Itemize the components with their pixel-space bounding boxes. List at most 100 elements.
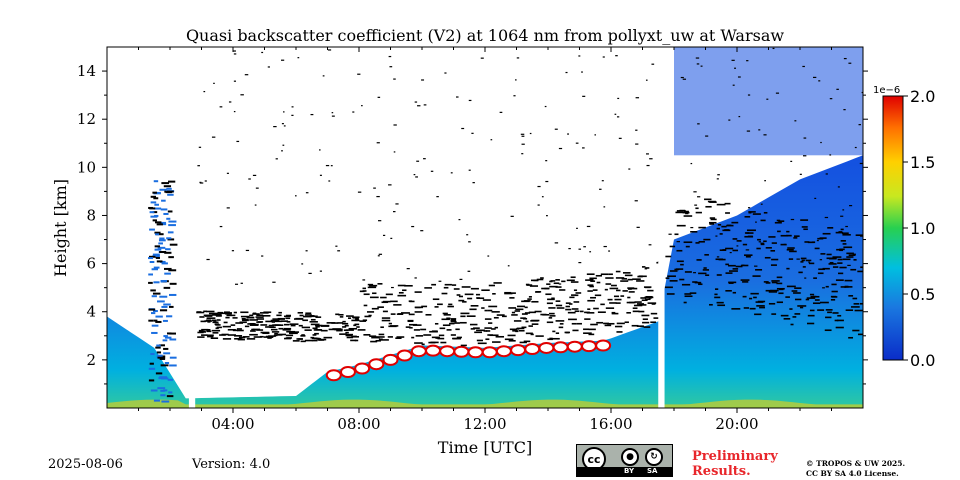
cloud-streak bbox=[511, 314, 518, 316]
cloud-streak bbox=[812, 302, 821, 305]
cloud-streak bbox=[760, 242, 765, 245]
cloud-streak bbox=[801, 226, 808, 228]
cloud-streak bbox=[744, 215, 751, 218]
cloud-streak bbox=[676, 249, 683, 252]
cloud-streak bbox=[643, 326, 651, 328]
noise-dot bbox=[388, 184, 392, 186]
cloud-streak bbox=[222, 325, 231, 328]
cloud-streak bbox=[608, 273, 613, 276]
cloud-streak bbox=[584, 318, 591, 320]
bl-top-feature bbox=[325, 369, 342, 382]
cloud-streak bbox=[768, 236, 776, 238]
cloud-streak bbox=[310, 336, 315, 339]
cloud-streak bbox=[352, 316, 357, 319]
y-tick-label: 2 bbox=[86, 351, 96, 369]
cloud-streak bbox=[216, 326, 222, 329]
early-column-streak bbox=[148, 257, 154, 260]
cloud-streak bbox=[550, 280, 556, 282]
cloud-streak bbox=[227, 328, 236, 331]
cloud-streak bbox=[429, 330, 438, 333]
noise-dot bbox=[430, 170, 434, 172]
noise-dot bbox=[295, 195, 297, 197]
cloud-streak bbox=[842, 243, 847, 245]
cloud-streak bbox=[225, 316, 230, 319]
cloud-streak bbox=[217, 311, 224, 314]
cloud-streak bbox=[446, 329, 452, 331]
cloud-streak bbox=[592, 289, 598, 291]
noise-dot bbox=[602, 56, 605, 58]
cloud-streak bbox=[729, 270, 738, 272]
cloud-streak bbox=[434, 322, 439, 325]
noise-dot bbox=[693, 272, 696, 274]
cloud-streak bbox=[553, 282, 560, 285]
noise-dot bbox=[554, 242, 559, 244]
cloud-streak bbox=[794, 298, 802, 301]
cloud-streak bbox=[822, 267, 830, 270]
noise-dot bbox=[814, 197, 817, 200]
noise-dot bbox=[648, 244, 652, 246]
noise-dot bbox=[836, 88, 839, 90]
cloud-streak bbox=[274, 324, 279, 326]
early-column-streak bbox=[158, 242, 163, 245]
cloud-streak bbox=[270, 328, 278, 331]
cloud-streak bbox=[262, 332, 269, 335]
early-column-streak bbox=[152, 219, 157, 222]
cloud-streak bbox=[402, 289, 407, 292]
cloud-streak bbox=[813, 277, 817, 279]
cloud-streak bbox=[812, 241, 816, 243]
early-column-streak bbox=[151, 295, 157, 298]
cloud-streak bbox=[476, 297, 485, 300]
cloud-streak bbox=[232, 329, 238, 332]
noise-dot bbox=[245, 249, 250, 252]
cloud-streak bbox=[774, 221, 782, 224]
cloud-streak bbox=[675, 211, 684, 214]
cloud-streak bbox=[808, 262, 815, 265]
cloud-streak bbox=[664, 286, 673, 289]
cloud-streak bbox=[645, 267, 650, 269]
cloud-streak bbox=[852, 329, 860, 332]
cloud-streak bbox=[709, 217, 716, 219]
cloud-streak bbox=[750, 292, 759, 295]
cloud-streak bbox=[860, 302, 863, 305]
cloud-streak bbox=[476, 329, 486, 332]
cloud-streak bbox=[369, 296, 379, 299]
noise-dot bbox=[847, 246, 850, 248]
cloud-streak bbox=[624, 321, 629, 324]
cloud-streak bbox=[219, 334, 226, 336]
noise-dot bbox=[646, 153, 649, 155]
cloud-streak bbox=[364, 315, 371, 318]
cloud-streak bbox=[326, 322, 336, 324]
cloud-streak bbox=[524, 306, 528, 309]
cloud-streak bbox=[206, 334, 214, 337]
x-axis: 04:00 08:00 12:00 16:00 20:00 bbox=[138, 47, 832, 433]
cloud-streak bbox=[225, 312, 233, 314]
cloud-streak bbox=[295, 317, 304, 320]
cloud-streak bbox=[743, 307, 750, 309]
cloud-streak bbox=[302, 319, 308, 322]
cloud-streak bbox=[597, 311, 606, 314]
attribution-icon: ● bbox=[621, 448, 639, 466]
early-column-streak bbox=[159, 295, 168, 298]
y-tick-label: 12 bbox=[77, 110, 96, 128]
noise-dot bbox=[468, 169, 471, 171]
cloud-streak bbox=[476, 339, 483, 342]
cloud-streak bbox=[461, 286, 471, 288]
cloud-streak bbox=[600, 273, 609, 276]
cloud-streak bbox=[533, 279, 538, 282]
noise-dot bbox=[840, 215, 844, 217]
cloud-streak bbox=[742, 281, 749, 283]
early-column-streak bbox=[169, 364, 177, 367]
early-column-streak bbox=[167, 238, 175, 241]
cloud-streak bbox=[377, 306, 384, 308]
bl-top-feature bbox=[453, 345, 470, 358]
noise-dot bbox=[603, 206, 606, 208]
bl-top-feature bbox=[595, 339, 612, 352]
cloud-streak bbox=[215, 327, 219, 330]
cloud-streak bbox=[724, 229, 730, 231]
cloud-streak bbox=[420, 328, 427, 331]
cloud-streak bbox=[414, 311, 423, 313]
cloud-streak bbox=[760, 243, 765, 246]
noise-dot bbox=[414, 101, 418, 103]
cloud-streak bbox=[616, 322, 625, 325]
cloud-streak bbox=[368, 284, 378, 287]
